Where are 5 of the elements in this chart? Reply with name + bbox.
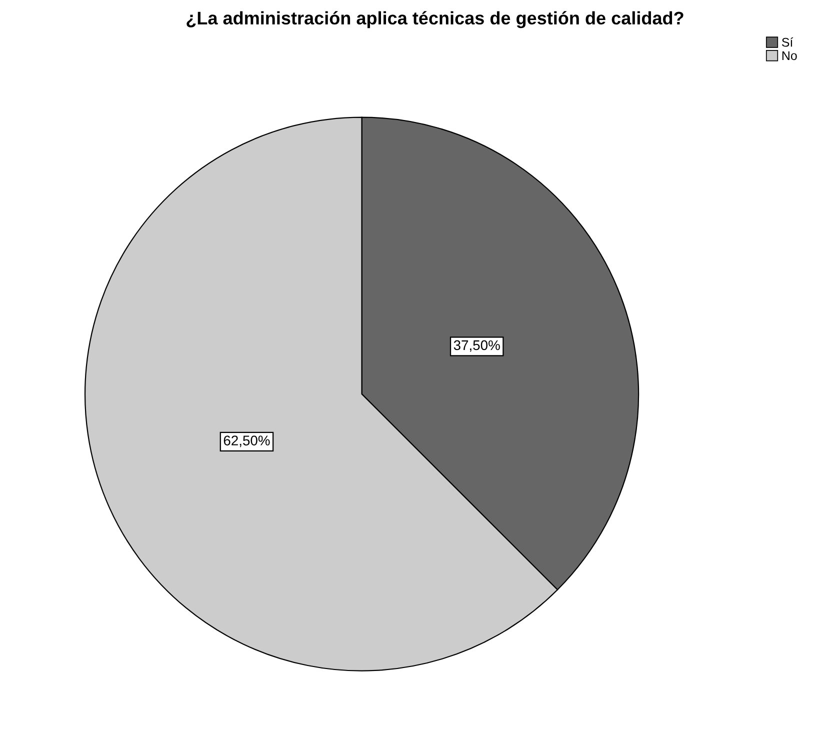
legend-label: Sí <box>782 37 794 47</box>
chart-title: ¿La administración aplica técnicas de gestión de calidad? <box>186 11 684 28</box>
data-label: 62,50% <box>224 436 270 448</box>
data-label: 37,50% <box>454 340 500 352</box>
legend-label: No <box>782 51 797 60</box>
